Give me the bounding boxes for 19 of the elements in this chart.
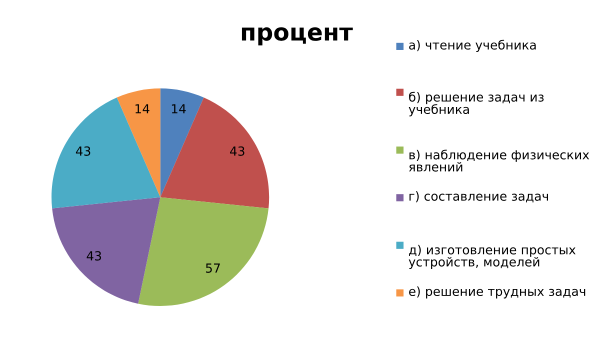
pie-slice <box>52 197 160 304</box>
pie-slice <box>52 97 160 208</box>
legend-label: б) решение задач из учебника <box>408 92 544 116</box>
legend-label: е) решение трудных задач <box>409 286 586 298</box>
legend-label: д) изготовление простых устройств, моделей <box>408 244 576 269</box>
legend-label: в) наблюдение физических явлений <box>409 150 590 172</box>
data-label: 43 <box>86 251 102 261</box>
data-label: 43 <box>76 146 90 156</box>
data-label: 14 <box>172 104 186 114</box>
data-label: 14 <box>136 104 150 114</box>
data-label: 43 <box>230 146 244 156</box>
chart-title: процент <box>242 27 353 46</box>
pie-slice <box>138 197 269 306</box>
legend-label: а) чтение учебника <box>409 40 536 52</box>
legend-label: г) составление задач <box>410 191 548 202</box>
pie-slice <box>116 88 160 198</box>
pie-slice <box>160 97 270 208</box>
pie-slice <box>160 88 204 198</box>
data-label: 57 <box>206 264 220 273</box>
